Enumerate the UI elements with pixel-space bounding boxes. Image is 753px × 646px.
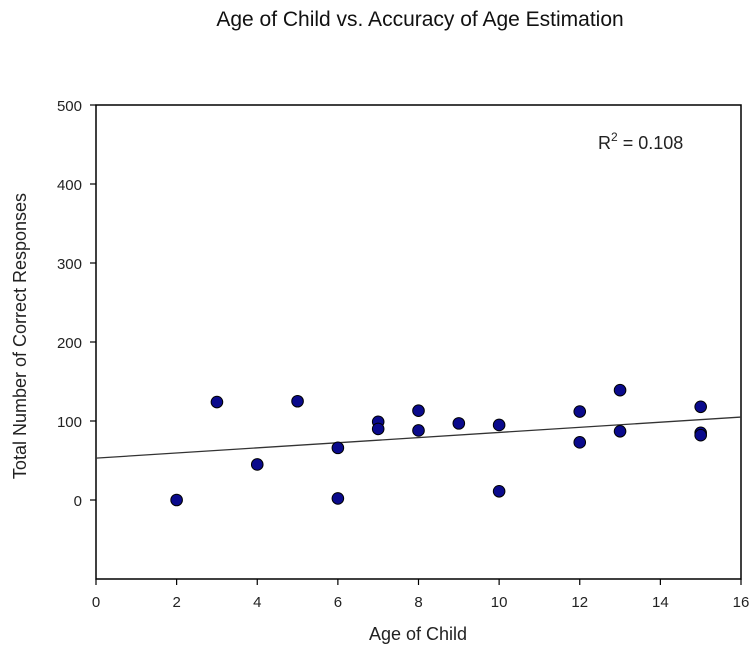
y-tick-label: 100 xyxy=(57,414,82,431)
data-point xyxy=(613,424,627,438)
x-tick-label: 8 xyxy=(414,594,422,611)
data-point xyxy=(694,428,707,442)
x-tick-label: 4 xyxy=(253,594,261,611)
x-tick-label: 6 xyxy=(334,594,342,611)
y-tick-label: 0 xyxy=(74,493,82,510)
data-point xyxy=(170,493,183,507)
r-squared-superscript: 2 xyxy=(611,130,618,144)
x-tick-label: 2 xyxy=(172,594,180,611)
y-axis: 0 100 200 300 400 500 xyxy=(57,98,96,510)
data-point xyxy=(412,404,425,418)
x-axis-label: Age of Child xyxy=(369,624,467,644)
data-point xyxy=(331,441,345,455)
data-point xyxy=(210,395,224,409)
r-squared-prefix: R xyxy=(598,133,611,153)
r-squared-value: = 0.108 xyxy=(618,133,684,153)
x-tick-label: 10 xyxy=(491,594,508,611)
x-tick-label: 16 xyxy=(733,594,750,611)
x-tick-label: 0 xyxy=(92,594,100,611)
data-point xyxy=(371,422,385,436)
r-squared-annotation: R2 = 0.108 xyxy=(598,130,683,153)
y-tick-label: 500 xyxy=(57,98,82,115)
y-tick-label: 400 xyxy=(57,177,82,194)
plot-frame xyxy=(95,104,742,580)
data-points xyxy=(170,383,707,507)
y-tick-label: 300 xyxy=(57,256,82,273)
data-point xyxy=(573,436,587,449)
trend-line xyxy=(95,416,742,459)
y-axis-label: Total Number of Correct Responses xyxy=(10,193,30,479)
x-tick-label: 12 xyxy=(571,594,588,611)
data-point xyxy=(250,458,264,471)
data-point xyxy=(613,383,627,397)
data-point xyxy=(291,394,304,408)
data-point xyxy=(412,424,425,437)
data-point xyxy=(492,485,506,498)
data-point xyxy=(694,400,707,414)
data-point xyxy=(452,417,466,430)
chart-title: Age of Child vs. Accuracy of Age Estimat… xyxy=(216,8,624,31)
data-point xyxy=(492,418,506,432)
data-point xyxy=(573,405,587,418)
x-tick-label: 14 xyxy=(652,594,669,611)
x-axis: 0 2 4 6 8 10 12 14 16 xyxy=(92,579,750,611)
y-tick-label: 200 xyxy=(57,335,82,352)
data-point xyxy=(331,492,345,505)
